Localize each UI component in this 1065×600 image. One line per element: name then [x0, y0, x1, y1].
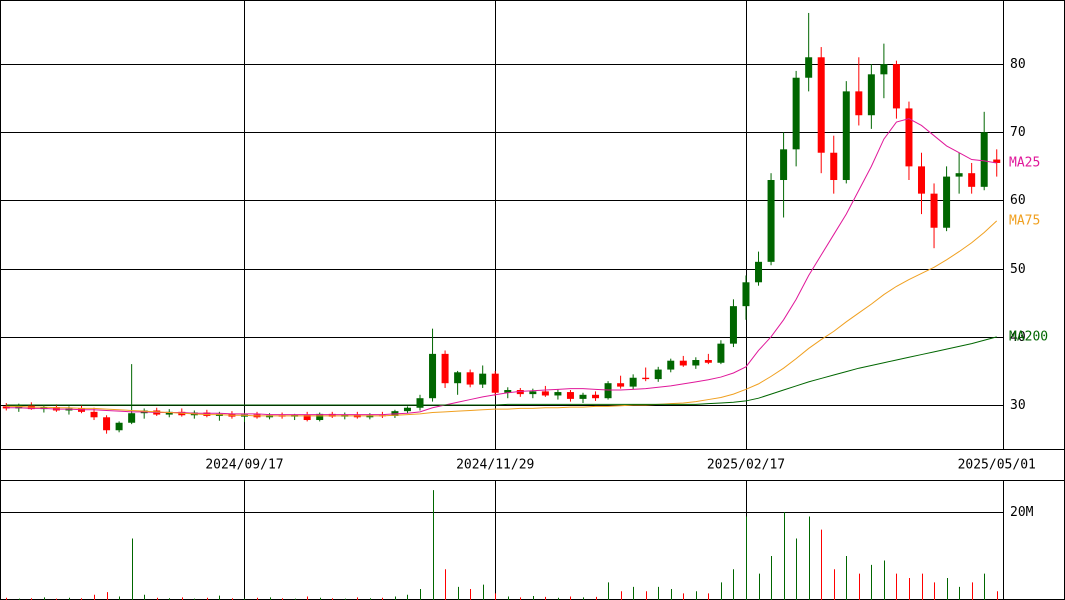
candle-body	[516, 390, 524, 395]
label-layer: 2024/09/17 2024/11/29 2025/02/17 2025/05/01…	[205, 57, 1048, 520]
candle-body	[429, 353, 437, 399]
candle-body	[805, 57, 813, 78]
candle-body	[717, 343, 725, 363]
candle-body	[90, 411, 98, 418]
candle-body	[993, 159, 1001, 163]
candle-body	[892, 64, 900, 109]
y-tick-label: 60	[1010, 193, 1026, 208]
candle-body	[780, 149, 788, 181]
x-tick-label: 2025/05/01	[958, 458, 1036, 473]
y-tick-label: 50	[1010, 262, 1026, 277]
candle-body	[955, 173, 963, 177]
candle-body	[968, 173, 976, 187]
candle-body	[667, 360, 675, 370]
candle-body	[817, 57, 825, 153]
candle-body	[529, 391, 537, 395]
candle-body	[103, 417, 111, 431]
candle-body	[742, 282, 750, 307]
y-tick-label: 30	[1010, 398, 1026, 413]
candle-body	[165, 411, 173, 415]
candle-body	[466, 372, 474, 385]
y-tick-label: 40	[1010, 330, 1026, 345]
candle-body	[454, 372, 462, 384]
moving-average-line	[6, 220, 998, 417]
candle-body	[842, 91, 850, 181]
candle-body	[541, 391, 549, 396]
candle-body	[692, 360, 700, 366]
legend-label: MA25	[1009, 155, 1040, 170]
candle-body	[654, 369, 662, 380]
x-tick-label: 2024/11/29	[456, 458, 534, 473]
candle-body	[604, 383, 612, 399]
legend-label: MA200	[1009, 329, 1048, 344]
candle-body	[905, 108, 913, 167]
candle-body	[303, 414, 311, 421]
candle-body	[855, 91, 863, 116]
candle-body	[880, 64, 888, 75]
x-tick-label: 2024/09/17	[205, 458, 283, 473]
candle-body	[767, 180, 775, 262]
candle-body	[15, 405, 23, 409]
candle-body	[755, 261, 763, 283]
x-tick-label: 2025/02/17	[707, 458, 785, 473]
candle-body	[566, 392, 574, 399]
candle-body	[943, 176, 951, 228]
candle-body	[115, 422, 123, 431]
candle-body	[930, 193, 938, 228]
candle-body	[729, 306, 737, 344]
moving-average-line	[6, 336, 997, 406]
candle-body	[617, 383, 625, 387]
candle-body	[579, 394, 587, 399]
legend-label: MA75	[1009, 213, 1040, 228]
grid-layer	[0, 0, 1003, 600]
candle-body	[679, 360, 687, 366]
candle-body	[316, 413, 324, 421]
candle-body	[328, 413, 336, 417]
y-tick-label: 20M	[1010, 505, 1034, 520]
candle-body	[554, 392, 562, 396]
candle-body	[830, 152, 838, 181]
candle-body	[441, 353, 449, 384]
candle-body	[592, 394, 600, 399]
candle-body	[403, 407, 411, 412]
candle-body	[504, 390, 512, 393]
candle-body	[491, 373, 499, 393]
mark-layer	[2, 12, 1001, 600]
candle-body	[918, 166, 926, 194]
candle-body	[867, 74, 875, 116]
candle-body	[642, 377, 650, 380]
candle-body	[704, 360, 712, 363]
candle-body	[479, 373, 487, 385]
candle-body	[128, 413, 136, 423]
candle-body	[792, 77, 800, 150]
candle-body	[416, 398, 424, 408]
y-tick-label: 80	[1010, 57, 1026, 72]
y-tick-label: 70	[1010, 125, 1026, 140]
candle-body	[629, 377, 637, 387]
candle-body	[980, 132, 988, 187]
